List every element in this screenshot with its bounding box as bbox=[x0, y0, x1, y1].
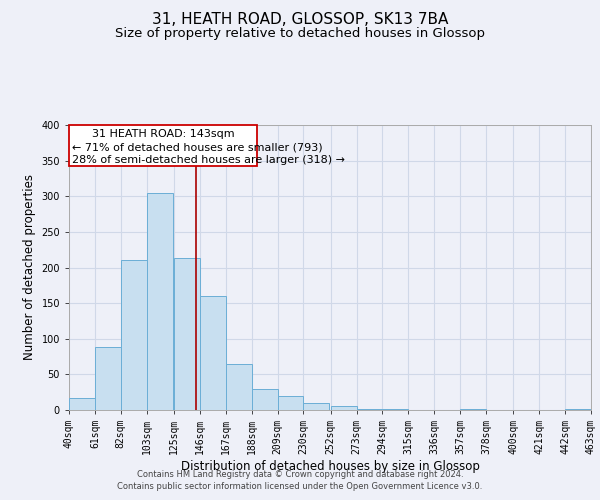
Bar bbox=[278, 396, 304, 410]
Bar bbox=[251, 388, 278, 410]
Bar bbox=[565, 408, 591, 410]
Bar bbox=[121, 260, 147, 410]
Bar bbox=[460, 408, 486, 410]
Bar bbox=[95, 346, 121, 410]
FancyBboxPatch shape bbox=[69, 125, 257, 166]
X-axis label: Distribution of detached houses by size in Glossop: Distribution of detached houses by size … bbox=[181, 460, 479, 473]
Y-axis label: Number of detached properties: Number of detached properties bbox=[23, 174, 36, 360]
Text: Contains HM Land Registry data © Crown copyright and database right 2024.: Contains HM Land Registry data © Crown c… bbox=[137, 470, 463, 479]
Bar bbox=[147, 194, 173, 410]
Text: ← 71% of detached houses are smaller (793): ← 71% of detached houses are smaller (79… bbox=[71, 142, 322, 152]
Bar bbox=[200, 296, 226, 410]
Bar bbox=[174, 258, 200, 410]
Text: 31, HEATH ROAD, GLOSSOP, SK13 7BA: 31, HEATH ROAD, GLOSSOP, SK13 7BA bbox=[152, 12, 448, 28]
Text: Size of property relative to detached houses in Glossop: Size of property relative to detached ho… bbox=[115, 28, 485, 40]
Bar bbox=[356, 408, 382, 410]
Bar bbox=[226, 364, 251, 410]
Text: 28% of semi-detached houses are larger (318) →: 28% of semi-detached houses are larger (… bbox=[71, 155, 344, 165]
Bar bbox=[331, 406, 356, 410]
Bar bbox=[69, 398, 95, 410]
Text: Contains public sector information licensed under the Open Government Licence v3: Contains public sector information licen… bbox=[118, 482, 482, 491]
Bar bbox=[304, 403, 329, 410]
Text: 31 HEATH ROAD: 143sqm: 31 HEATH ROAD: 143sqm bbox=[92, 130, 234, 140]
